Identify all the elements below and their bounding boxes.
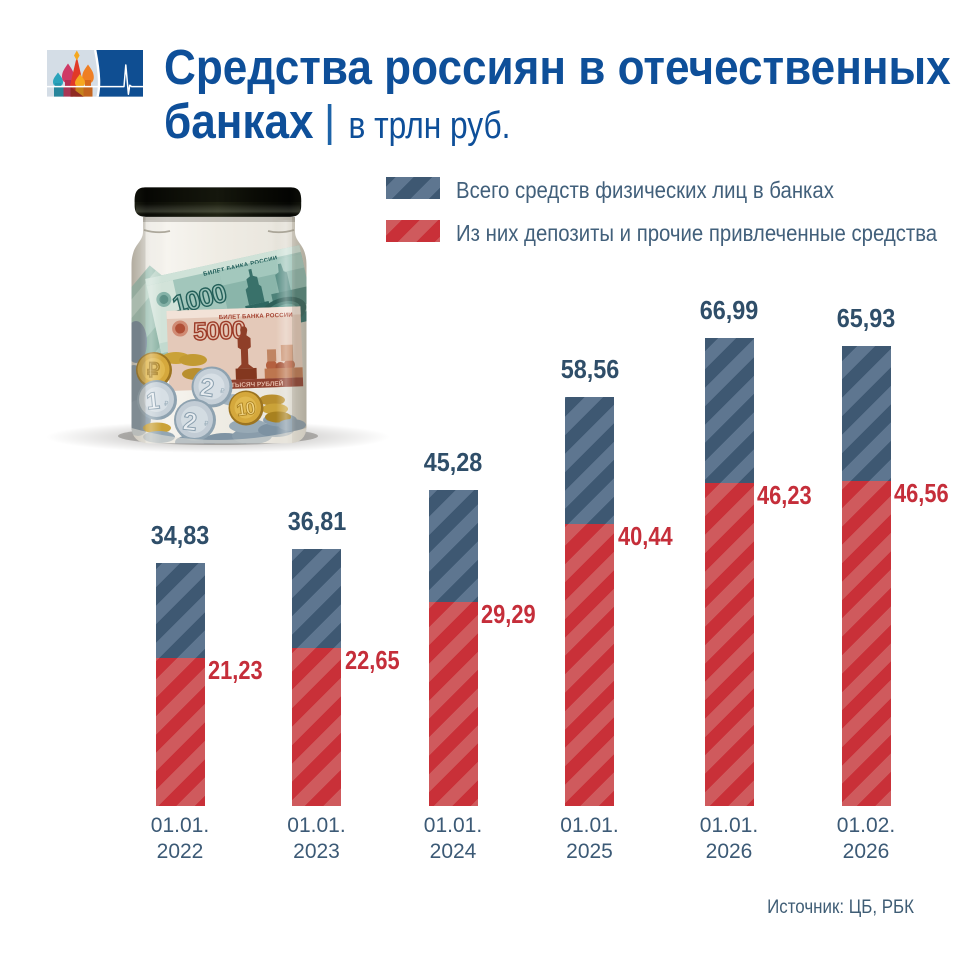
svg-text:₽: ₽ xyxy=(164,400,169,408)
svg-text:5000: 5000 xyxy=(193,316,246,346)
svg-text:БИЛЕТ БАНКА РОССИИ: БИЛЕТ БАНКА РОССИИ xyxy=(219,313,293,322)
svg-text:₽: ₽ xyxy=(219,387,225,396)
svg-text:2: 2 xyxy=(198,373,216,403)
svg-text:2: 2 xyxy=(182,407,199,436)
svg-text:₽: ₽ xyxy=(204,420,209,428)
svg-text:ПЯТЬ ТЫСЯЧ РУБЛЕЙ: ПЯТЬ ТЫСЯЧ РУБЛЕЙ xyxy=(211,378,284,390)
svg-text:10: 10 xyxy=(235,398,257,420)
